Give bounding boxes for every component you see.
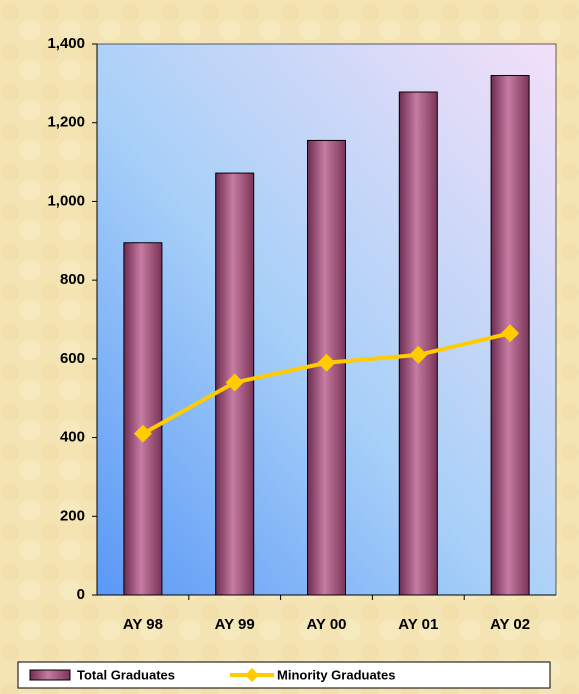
- y-tick-label: 1,200: [47, 114, 85, 131]
- legend-swatch: [29, 669, 71, 681]
- y-tick-label: 400: [60, 429, 85, 446]
- bar: [123, 242, 163, 596]
- y-tick-label: 800: [60, 271, 85, 288]
- marker: [409, 345, 428, 364]
- y-tick-label: 1,000: [47, 192, 85, 209]
- y-tick-label: 0: [77, 586, 85, 603]
- x-tick-label: AY 01: [398, 616, 438, 633]
- y-tick-label: 600: [60, 350, 85, 367]
- marker: [317, 353, 336, 372]
- y-tick-label: 1,400: [47, 35, 85, 52]
- legend-box: [17, 661, 551, 689]
- x-tick-label: AY 00: [306, 616, 346, 633]
- y-tick-label: 200: [60, 507, 85, 524]
- legend-marker: [245, 668, 259, 682]
- x-tick-label: AY 98: [123, 616, 163, 633]
- legend-label: Total Graduates: [77, 667, 175, 682]
- marker: [501, 324, 520, 343]
- legend-label: Minority Graduates: [277, 667, 395, 682]
- bar: [398, 91, 438, 596]
- marker: [225, 373, 244, 392]
- marker: [133, 424, 152, 443]
- x-tick-label: AY 02: [490, 616, 530, 633]
- x-tick-label: AY 99: [215, 616, 255, 633]
